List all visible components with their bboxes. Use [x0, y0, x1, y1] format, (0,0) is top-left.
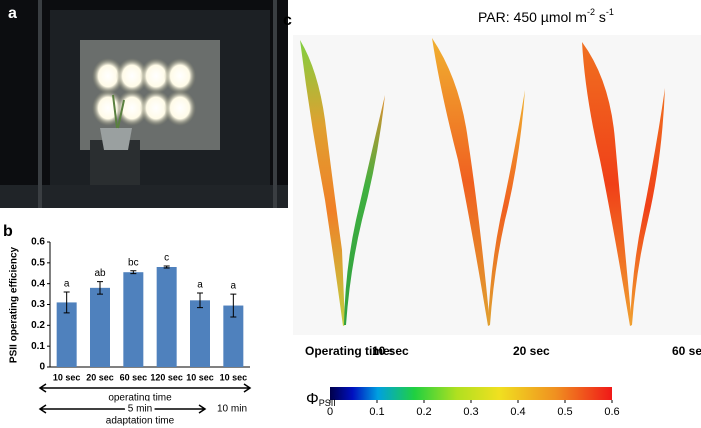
bar — [90, 287, 110, 367]
par-sup: -1 — [606, 7, 614, 17]
panel-label: b — [3, 223, 13, 240]
x-tick-label: 10 sec — [53, 372, 81, 382]
y-tick-label: 0.4 — [31, 278, 45, 289]
par-sup: -2 — [587, 7, 595, 17]
x-axis-label: operating time — [108, 393, 172, 404]
error-bar — [97, 281, 103, 295]
colorbar-subscript: PSII — [319, 398, 336, 408]
significance-letter: a — [64, 279, 70, 290]
error-bar — [63, 291, 70, 314]
colorbar — [330, 387, 612, 400]
significance-letter: a — [197, 280, 203, 291]
colorbar-tick-label: 0.1 — [369, 406, 384, 418]
colorbar-symbol: Φ — [306, 391, 319, 408]
colorbar-tick-label: 0.5 — [557, 406, 572, 418]
time-label: 60 sec — [672, 344, 701, 358]
par-text: PAR: 450 µmol m — [478, 9, 587, 25]
colorbar-tick-label: 0.6 — [604, 406, 619, 418]
bar — [223, 305, 244, 367]
x-tick-label: 20 sec — [86, 372, 114, 382]
significance-letter: c — [164, 253, 169, 264]
y-tick-label: 0 — [39, 362, 45, 373]
error-bar — [230, 293, 237, 318]
photo — [0, 0, 288, 208]
significance-letter: bc — [128, 257, 139, 268]
panel-label: a — [8, 5, 17, 22]
adaptation-time: 10 min — [217, 404, 247, 415]
y-tick-label: 0.5 — [31, 257, 45, 268]
y-tick-label: 0.2 — [31, 320, 45, 331]
time-label: 20 sec — [513, 344, 550, 358]
adaptation-time: 5 min — [128, 404, 152, 415]
leaf-images — [293, 35, 701, 335]
bar — [190, 300, 210, 367]
colorbar-tick-label: 0.4 — [510, 406, 525, 418]
arrow — [38, 383, 252, 393]
x-tick-label: 60 sec — [120, 372, 148, 382]
time-label: 10 sec — [372, 344, 409, 358]
operating-label: Operating time: — [305, 344, 394, 358]
significance-letter: a — [231, 281, 237, 292]
colorbar-tick-label: 0 — [327, 406, 333, 418]
y-tick-label: 0.1 — [31, 341, 45, 352]
error-bar — [130, 270, 137, 275]
colorbar-tick-label: 0.3 — [463, 406, 478, 418]
error-bar — [197, 292, 203, 309]
x-tick-label: 10 sec — [186, 372, 214, 382]
colorbar-label: ΦPSII — [306, 391, 336, 408]
par-text: s — [595, 9, 606, 25]
colorbar-tick-label: 0.2 — [416, 406, 431, 418]
bar — [156, 267, 177, 367]
y-axis-label: PSII operating efficiency — [9, 246, 20, 363]
arrow — [38, 404, 207, 414]
x-tick-label: 10 sec — [220, 372, 248, 382]
panel-label: c — [283, 12, 292, 29]
bar — [56, 302, 77, 367]
error-bar — [163, 265, 170, 269]
par-label: PAR: 450 µmol m-2 s-1 — [478, 7, 614, 24]
y-tick-label: 0.3 — [31, 299, 45, 310]
y-tick-label: 0.6 — [31, 237, 45, 248]
x-tick-label: 120 sec — [150, 372, 183, 382]
significance-letter: ab — [94, 268, 106, 279]
adaptation-label: adaptation time — [106, 416, 175, 427]
bar — [123, 272, 144, 367]
